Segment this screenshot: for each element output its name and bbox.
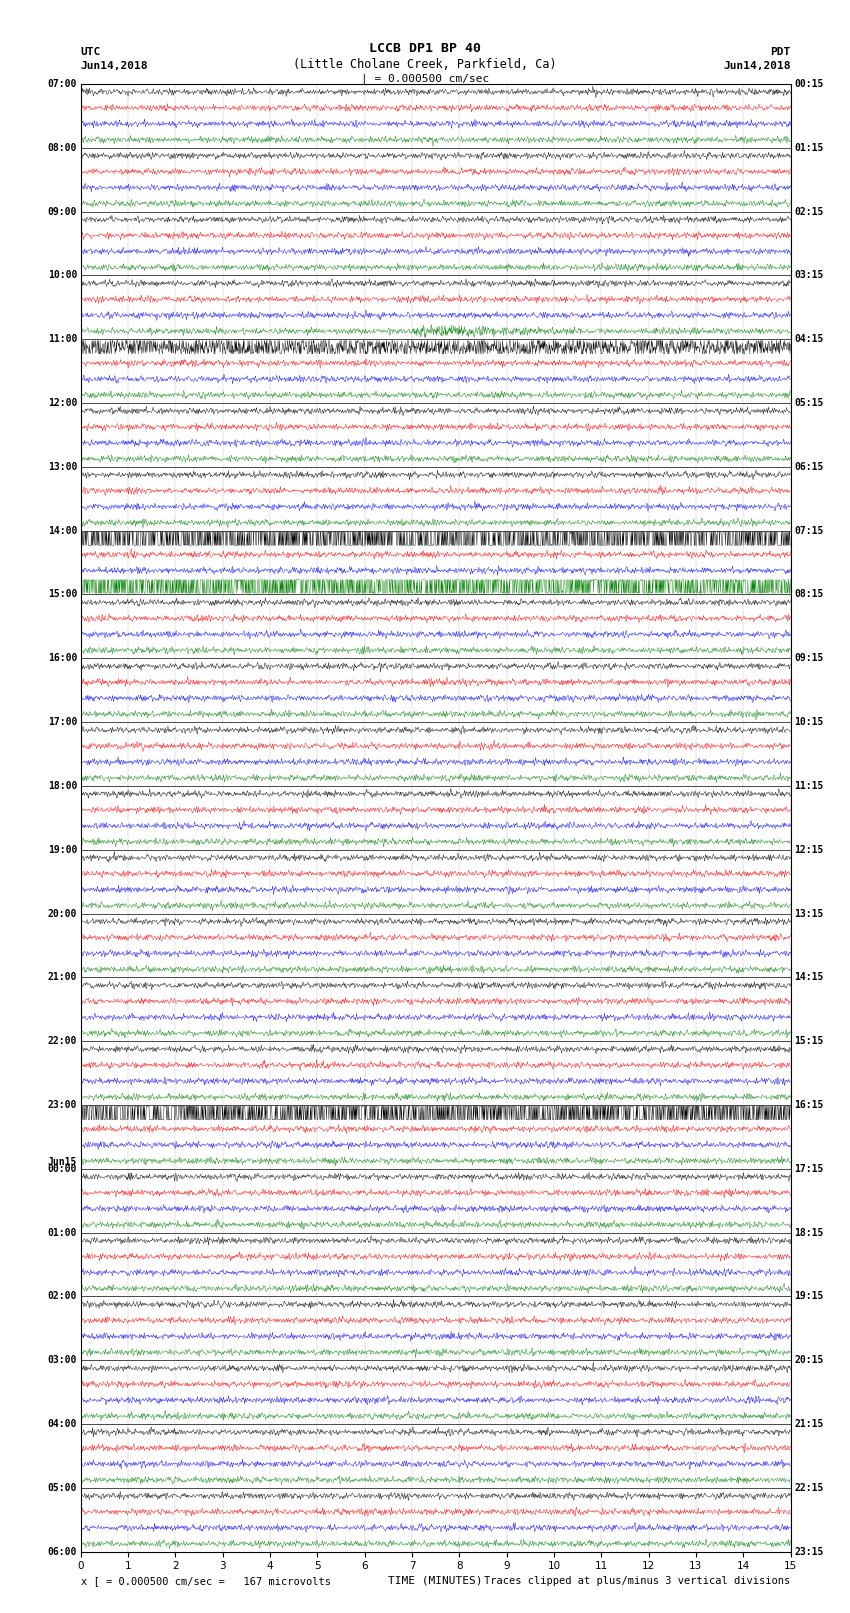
Text: 13:00: 13:00 — [48, 461, 77, 471]
Text: 15:00: 15:00 — [48, 589, 77, 600]
Text: 09:00: 09:00 — [48, 206, 77, 216]
Text: 18:15: 18:15 — [794, 1227, 824, 1237]
Text: x [ = 0.000500 cm/sec =   167 microvolts: x [ = 0.000500 cm/sec = 167 microvolts — [81, 1576, 331, 1586]
Text: 16:00: 16:00 — [48, 653, 77, 663]
Text: UTC: UTC — [81, 47, 101, 56]
Text: 08:15: 08:15 — [794, 589, 824, 600]
Text: 07:15: 07:15 — [794, 526, 824, 536]
Text: 08:00: 08:00 — [48, 142, 77, 153]
Text: 19:15: 19:15 — [794, 1292, 824, 1302]
Text: 03:15: 03:15 — [794, 271, 824, 281]
Text: 05:00: 05:00 — [48, 1482, 77, 1494]
Text: 19:00: 19:00 — [48, 845, 77, 855]
Text: 02:15: 02:15 — [794, 206, 824, 216]
Text: 20:15: 20:15 — [794, 1355, 824, 1365]
Text: 06:15: 06:15 — [794, 461, 824, 471]
Text: 11:15: 11:15 — [794, 781, 824, 790]
Text: 10:00: 10:00 — [48, 271, 77, 281]
Text: 16:15: 16:15 — [794, 1100, 824, 1110]
Text: 21:00: 21:00 — [48, 973, 77, 982]
Text: 04:15: 04:15 — [794, 334, 824, 344]
Text: 21:15: 21:15 — [794, 1419, 824, 1429]
Text: 01:15: 01:15 — [794, 142, 824, 153]
Text: 10:15: 10:15 — [794, 718, 824, 727]
Text: 09:15: 09:15 — [794, 653, 824, 663]
Text: 22:15: 22:15 — [794, 1482, 824, 1494]
Text: 03:00: 03:00 — [48, 1355, 77, 1365]
X-axis label: TIME (MINUTES): TIME (MINUTES) — [388, 1576, 483, 1586]
Text: 23:00: 23:00 — [48, 1100, 77, 1110]
Text: PDT: PDT — [770, 47, 790, 56]
Text: 18:00: 18:00 — [48, 781, 77, 790]
Text: 11:00: 11:00 — [48, 334, 77, 344]
Text: 00:15: 00:15 — [794, 79, 824, 89]
Text: | = 0.000500 cm/sec: | = 0.000500 cm/sec — [361, 74, 489, 84]
Text: 12:15: 12:15 — [794, 845, 824, 855]
Text: Traces clipped at plus/minus 3 vertical divisions: Traces clipped at plus/minus 3 vertical … — [484, 1576, 790, 1586]
Text: 14:00: 14:00 — [48, 526, 77, 536]
Text: 01:00: 01:00 — [48, 1227, 77, 1237]
Text: (Little Cholane Creek, Parkfield, Ca): (Little Cholane Creek, Parkfield, Ca) — [293, 58, 557, 71]
Text: Jun14,2018: Jun14,2018 — [723, 61, 791, 71]
Text: 17:15: 17:15 — [794, 1165, 824, 1174]
Text: 13:15: 13:15 — [794, 908, 824, 918]
Text: 02:00: 02:00 — [48, 1292, 77, 1302]
Text: Jun14,2018: Jun14,2018 — [81, 61, 148, 71]
Text: 20:00: 20:00 — [48, 908, 77, 918]
Text: Jun15: Jun15 — [48, 1157, 77, 1168]
Text: 15:15: 15:15 — [794, 1036, 824, 1047]
Text: LCCB DP1 BP 40: LCCB DP1 BP 40 — [369, 42, 481, 55]
Text: 05:15: 05:15 — [794, 398, 824, 408]
Text: 23:15: 23:15 — [794, 1547, 824, 1557]
Text: 17:00: 17:00 — [48, 718, 77, 727]
Text: 14:15: 14:15 — [794, 973, 824, 982]
Text: 12:00: 12:00 — [48, 398, 77, 408]
Text: 22:00: 22:00 — [48, 1036, 77, 1047]
Text: 00:00: 00:00 — [48, 1165, 77, 1174]
Text: 07:00: 07:00 — [48, 79, 77, 89]
Text: 06:00: 06:00 — [48, 1547, 77, 1557]
Text: 04:00: 04:00 — [48, 1419, 77, 1429]
